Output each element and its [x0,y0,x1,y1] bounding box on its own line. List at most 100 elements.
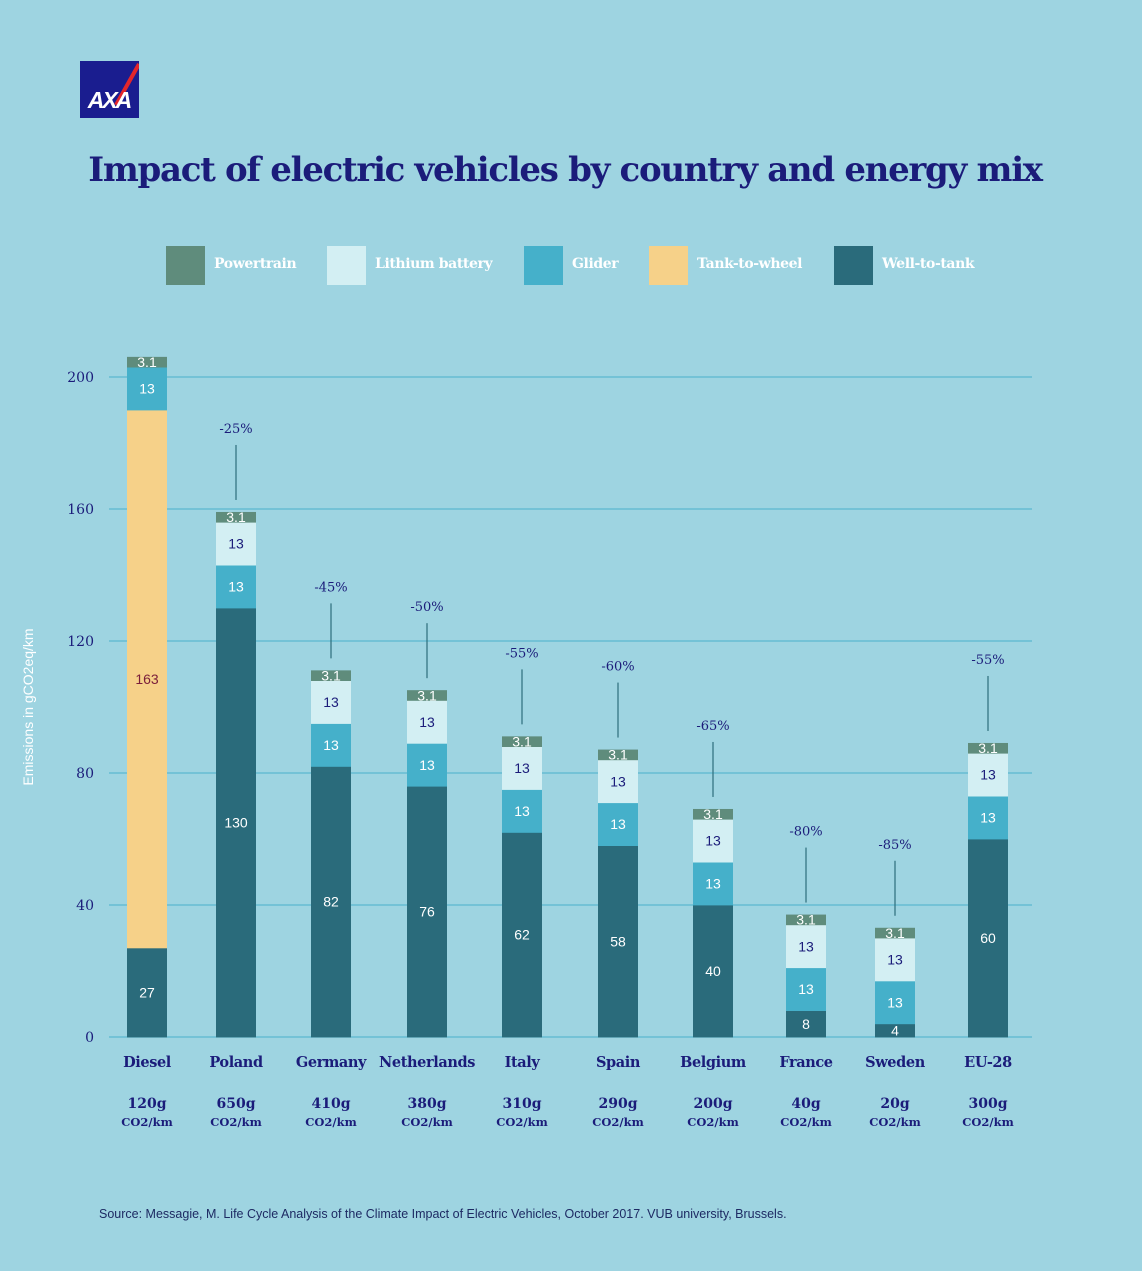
bar-value-label: 13 [980,810,996,826]
source-note: Source: Messagie, M. Life Cycle Analysis… [99,1207,787,1221]
bar-segment-glider [875,980,915,1025]
grid-intensity-unit: CO2/km [962,1115,1014,1129]
bar-value-label: 3.1 [796,912,816,928]
bar-segment-glider [786,967,826,1011]
bar-value-label: 163 [135,671,159,687]
bar-value-label: 13 [705,876,721,892]
bar-segment-glider [127,367,167,411]
bar-value-label: 3.1 [417,687,437,703]
y-axis-label: Emissions in gCO2eq/km [20,628,36,785]
bar-value-label: 13 [887,951,903,967]
bar-segment-powertrain [598,749,638,761]
bar-value-label: 3.1 [885,925,905,941]
bar-segment-glider [968,796,1008,840]
bar-value-label: 60 [980,930,996,946]
bar-segment-well-to-tank [127,947,167,1038]
legend-swatch [524,246,563,285]
bar-segment-lithium-battery [693,819,733,863]
bar-value-label: 13 [514,803,530,819]
bar-segment-powertrain [311,670,351,681]
x-category-label: Sweden [865,1054,926,1071]
bar-segment-well-to-tank [502,832,542,1038]
bar-value-label: 13 [514,760,530,776]
grid-intensity-label: 300g [968,1096,1007,1112]
svg-text:AXA: AXA [87,87,131,113]
bar-value-label: 13 [323,737,339,753]
grid-intensity-label: 380g [407,1096,446,1112]
bar-value-label: 13 [887,994,903,1010]
bar-value-label: 13 [610,816,626,832]
legend-label: Powertrain [214,256,297,272]
bar-segment-well-to-tank [786,1010,826,1038]
bar-segment-lithium-battery [311,680,351,724]
bar-segment-well-to-tank [598,845,638,1038]
grid-intensity-unit: CO2/km [780,1115,832,1129]
bar-segment-powertrain [786,914,826,926]
bar-value-label: 3.1 [137,354,157,370]
bar-segment-lithium-battery [407,700,447,744]
grid-intensity-label: 40g [791,1096,820,1112]
legend-label: Glider [572,256,619,272]
bar-value-label: 13 [798,938,814,954]
x-category-label: Poland [209,1054,263,1071]
y-tick-label: 0 [85,1030,94,1046]
bar-value-label: 13 [323,694,339,710]
bar-value-label: 13 [798,981,814,997]
bar-value-label: 62 [514,927,530,943]
bar-value-label: 3.1 [608,747,628,763]
bar-segment-tank-to-wheel [127,410,167,949]
bar-value-label: 3.1 [321,667,341,683]
bar-value-label: 3.1 [226,509,246,525]
bar-segment-well-to-tank [968,839,1008,1038]
bar-value-label: 3.1 [703,806,723,822]
bar-value-label: 13 [705,833,721,849]
bar-segment-glider [502,789,542,833]
x-category-label: Diesel [123,1054,172,1071]
bar-segment-well-to-tank [311,766,351,1038]
y-tick-label: 80 [76,766,94,782]
bar-segment-lithium-battery [786,924,826,969]
legend-swatch [649,246,688,285]
bar-segment-glider [216,565,256,609]
bar-segment-well-to-tank [693,905,733,1038]
chart-legend: Powertrain Lithium battery Glider Tank-to-w… [0,246,1142,286]
grid-intensity-unit: CO2/km [305,1115,357,1129]
reduction-label: -55% [971,653,1004,668]
grid-intensity-unit: CO2/km [210,1115,262,1129]
bar-value-label: 13 [139,381,155,397]
y-tick-label: 200 [67,370,94,386]
grid-intensity-unit: CO2/km [687,1115,739,1129]
bar-value-label: 27 [139,984,155,1000]
bar-segment-well-to-tank [216,608,256,1038]
x-category-label: France [779,1054,832,1071]
axa-logo: AXA [80,61,139,118]
reduction-label: -80% [789,825,822,840]
chart-title: Impact of electric vehicles by country a… [88,150,1043,190]
bar-value-label: 3.1 [512,733,532,749]
grid-intensity-unit: CO2/km [869,1115,921,1129]
legend-label: Well-to-tank [882,256,975,272]
reduction-label: -45% [314,580,347,595]
bar-segment-lithium-battery [875,938,915,982]
bar-segment-powertrain [216,511,256,523]
reduction-label: -85% [878,838,911,853]
bar-value-label: 8 [802,1016,810,1032]
grid-intensity-unit: CO2/km [121,1115,173,1129]
reduction-label: -50% [410,600,443,615]
bar-value-label: 58 [610,933,626,949]
bar-segment-well-to-tank [407,786,447,1038]
legend-swatch [166,246,205,285]
bar-segment-powertrain [502,736,542,747]
bar-value-label: 76 [419,904,435,920]
legend-label: Lithium battery [375,256,493,272]
bar-segment-powertrain [875,927,915,939]
legend-swatch [834,246,873,285]
x-category-label: Belgium [680,1054,747,1071]
bar-segment-glider [311,723,351,767]
bar-segment-well-to-tank [875,1023,915,1038]
grid-intensity-unit: CO2/km [592,1115,644,1129]
bar-value-label: 3.1 [978,740,998,756]
bar-segment-glider [598,802,638,846]
bar-segment-powertrain [127,356,167,368]
bar-segment-glider [693,862,733,906]
